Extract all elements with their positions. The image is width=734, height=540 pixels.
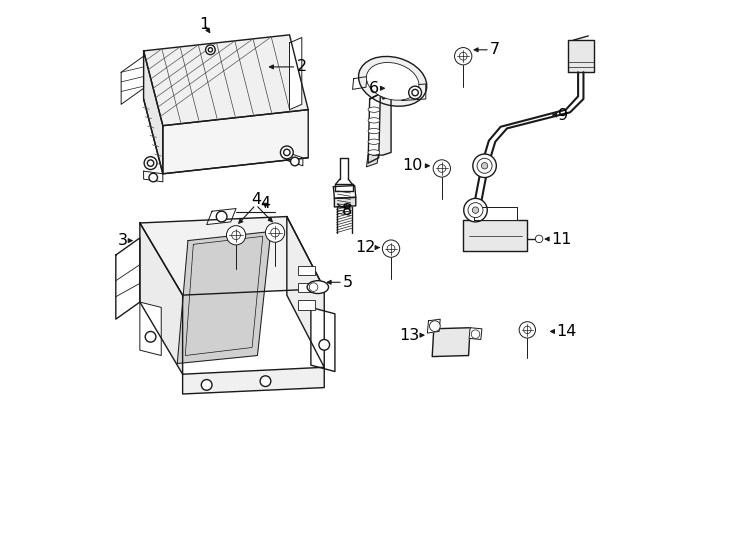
Circle shape [309, 283, 318, 292]
Bar [297, 283, 315, 293]
Polygon shape [311, 307, 335, 372]
Circle shape [201, 380, 212, 390]
Circle shape [433, 160, 451, 177]
Polygon shape [140, 217, 324, 295]
Bar [297, 300, 315, 309]
Polygon shape [287, 217, 324, 367]
Polygon shape [287, 152, 303, 166]
Bar [297, 266, 315, 275]
Circle shape [227, 226, 246, 245]
Text: 14: 14 [556, 324, 577, 339]
Circle shape [217, 211, 227, 222]
Circle shape [464, 198, 487, 222]
Circle shape [319, 340, 330, 350]
Circle shape [468, 202, 483, 218]
Circle shape [144, 157, 157, 170]
Text: 8: 8 [341, 202, 352, 218]
Polygon shape [207, 208, 236, 225]
Polygon shape [432, 328, 470, 356]
Ellipse shape [366, 63, 419, 100]
Polygon shape [140, 223, 183, 374]
Circle shape [382, 240, 400, 257]
Polygon shape [368, 93, 380, 163]
Polygon shape [121, 56, 144, 104]
Text: 2: 2 [297, 59, 307, 75]
Polygon shape [352, 77, 367, 89]
Ellipse shape [368, 139, 379, 144]
Ellipse shape [368, 150, 379, 155]
Circle shape [471, 330, 480, 339]
Circle shape [206, 45, 215, 55]
Circle shape [149, 173, 158, 182]
Circle shape [535, 235, 543, 242]
Ellipse shape [368, 118, 379, 123]
Polygon shape [469, 328, 482, 340]
Circle shape [145, 332, 156, 342]
Polygon shape [568, 40, 594, 72]
Text: 6: 6 [368, 81, 379, 96]
Polygon shape [370, 93, 391, 155]
Polygon shape [366, 151, 379, 167]
Text: 13: 13 [399, 328, 419, 343]
Circle shape [459, 52, 467, 60]
Polygon shape [183, 367, 324, 394]
Polygon shape [474, 207, 517, 220]
Polygon shape [401, 84, 426, 100]
Ellipse shape [368, 107, 379, 112]
Circle shape [519, 322, 536, 338]
Circle shape [266, 223, 285, 242]
Polygon shape [163, 110, 308, 174]
Polygon shape [116, 238, 140, 319]
Circle shape [473, 154, 496, 178]
Circle shape [387, 245, 395, 253]
Ellipse shape [368, 129, 379, 134]
Circle shape [482, 163, 488, 169]
Circle shape [280, 146, 294, 159]
Text: 12: 12 [355, 240, 376, 255]
Circle shape [412, 89, 418, 96]
Circle shape [477, 158, 492, 173]
Circle shape [260, 376, 271, 387]
Circle shape [429, 321, 440, 332]
Text: 5: 5 [343, 275, 353, 290]
Ellipse shape [358, 57, 426, 106]
Text: 4: 4 [251, 192, 261, 207]
Text: 9: 9 [559, 107, 568, 123]
Polygon shape [144, 35, 308, 126]
Circle shape [409, 86, 421, 99]
Circle shape [472, 207, 479, 213]
Polygon shape [427, 319, 440, 333]
Text: 10: 10 [403, 158, 423, 173]
Polygon shape [144, 51, 163, 174]
Polygon shape [463, 220, 527, 251]
Circle shape [148, 160, 153, 166]
Text: 4: 4 [261, 195, 271, 211]
Text: 7: 7 [490, 42, 500, 57]
Circle shape [283, 149, 290, 156]
Circle shape [232, 231, 241, 240]
Ellipse shape [307, 281, 329, 294]
Polygon shape [333, 186, 356, 198]
Text: 3: 3 [117, 233, 128, 248]
Polygon shape [178, 232, 271, 363]
Circle shape [208, 48, 213, 52]
Text: 11: 11 [550, 232, 571, 246]
Text: 1: 1 [199, 17, 209, 32]
Circle shape [454, 48, 472, 65]
Polygon shape [140, 302, 161, 355]
Circle shape [271, 228, 280, 237]
Polygon shape [335, 197, 356, 207]
Circle shape [291, 157, 299, 166]
Circle shape [438, 165, 446, 172]
Polygon shape [144, 171, 163, 182]
Polygon shape [289, 37, 302, 110]
Circle shape [523, 326, 531, 334]
